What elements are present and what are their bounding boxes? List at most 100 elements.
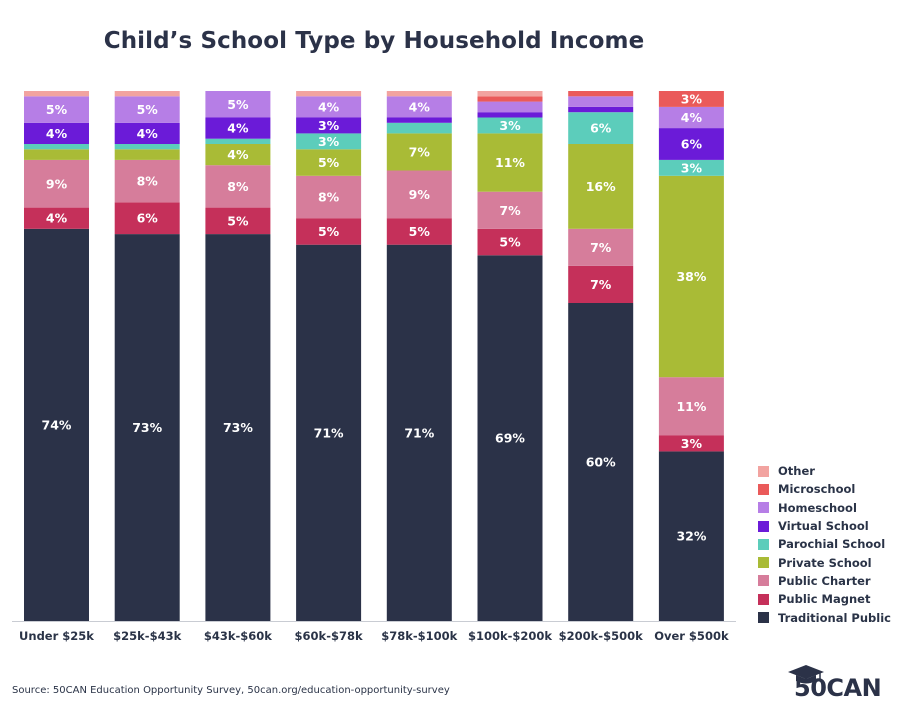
data-label-public-magnet-60k-78k: 5% [318,224,340,239]
data-label-public-magnet-25k-43k: 6% [137,211,159,226]
x-tick-label-60k-78k: $60k-$78k [295,629,363,643]
x-tick-label-200k-500k: $200k-$500k [559,629,643,643]
data-label-homeschool-25k-43k: 5% [137,102,159,117]
data-label-virtual-school-over-500k: 6% [681,137,703,152]
segment-labels-layer: 74% 4% 9% 4% 5% 73% 6% 8% 4% 5% 73% 5% 8% 4% 4% 5% 71% 5%… [42,91,707,543]
data-label-parochial-school-60k-78k: 3% [318,134,340,149]
data-label-private-school-200k-500k: 16% [586,179,616,194]
bar-segment-traditional-public-43k-60k [205,234,271,621]
data-label-private-school-over-500k: 38% [676,269,706,284]
chart-title: Child’s School Type by Household Income [103,28,645,54]
legend-swatch-parochial-school [758,538,769,550]
data-label-traditional-public-43k-60k: 73% [223,420,253,435]
logo-text: 50CAN [794,674,882,702]
bar-segment-private-school-200k-500k [568,144,634,229]
data-label-virtual-school-under-25k: 4% [46,126,68,141]
bar-segment-parochial-school-under-25k [24,144,89,150]
bar-segment-other-60k-78k [296,91,362,97]
bar-segment-virtual-school-60k-78k [296,117,362,134]
legend-swatch-microschool [758,483,769,495]
legend-item-public-magnet: Public Magnet [758,590,898,608]
legend-label-public-magnet: Public Magnet [778,592,871,607]
data-label-traditional-public-78k-100k: 71% [404,425,434,440]
data-label-traditional-public-200k-500k: 60% [586,455,616,470]
bar-segment-traditional-public-200k-500k [568,303,634,621]
bar-segment-public-magnet-200k-500k [568,265,634,303]
legend-item-parochial-school: Parochial School [758,535,898,553]
source-note: Source: 50CAN Education Opportunity Surv… [12,685,450,696]
bar-segment-parochial-school-200k-500k [568,112,634,144]
data-label-traditional-public-over-500k: 32% [676,529,706,544]
data-label-virtual-school-25k-43k: 4% [137,126,159,141]
data-label-parochial-school-over-500k: 3% [681,160,703,175]
data-label-public-magnet-78k-100k: 5% [409,224,431,239]
bar-segment-public-charter-78k-100k [386,170,452,219]
bar-segment-other-25k-43k [114,91,180,97]
data-label-traditional-public-100k-200k: 69% [495,431,525,446]
x-tick-label-over-500k: Over $500k [654,629,729,643]
bar-segment-traditional-public-60k-78k [296,244,362,621]
data-label-public-magnet-100k-200k: 5% [499,235,521,250]
stacked-bar-chart: 74% 4% 9% 4% 5% 73% 6% 8% 4% 5% 73% 5% 8% 4% 4% 5% 71% 5%… [12,91,736,643]
data-label-virtual-school-43k-60k: 4% [227,121,249,136]
bar-segment-public-magnet-25k-43k [114,202,180,235]
bar-segment-private-school-100k-200k [477,133,543,192]
x-tick-label-under-25k: Under $25k [19,629,94,643]
data-label-private-school-60k-78k: 5% [318,155,340,170]
data-label-traditional-public-25k-43k: 73% [132,420,162,435]
data-label-public-charter-under-25k: 9% [46,176,68,191]
bar-segment-public-charter-100k-200k [477,191,543,229]
bar-segment-virtual-school-43k-60k [205,117,271,139]
data-label-parochial-school-100k-200k: 3% [499,118,521,133]
bar-segment-public-magnet-78k-100k [386,218,452,245]
x-axis: Under $25k $25k-$43k $43k-$60k $60k-$78k $78… [12,621,736,643]
legend-swatch-public-magnet [758,593,769,605]
legend-swatch-virtual-school [758,520,769,532]
bar-segment-public-charter-over-500k [658,377,724,436]
x-tick-label-100k-200k: $100k-$200k [468,629,552,643]
bar-segment-traditional-public-100k-200k [477,255,543,622]
bar-segment-other-78k-100k [386,91,452,97]
legend-swatch-traditional-public [758,612,769,624]
data-label-public-magnet-under-25k: 4% [46,211,68,226]
bar-segment-virtual-school-100k-200k [477,112,543,118]
bar-segment-other-100k-200k [477,91,543,97]
legend-label-homeschool: Homeschool [778,500,857,515]
data-label-parochial-school-200k-500k: 6% [590,121,612,136]
bars-layer [24,91,724,622]
legend-item-microschool: Microschool [758,480,898,498]
data-label-traditional-public-60k-78k: 71% [314,425,344,440]
data-label-public-charter-43k-60k: 8% [227,179,249,194]
legend-label-virtual-school: Virtual School [778,519,869,534]
bar-segment-virtual-school-200k-500k [568,106,634,113]
bar-segment-parochial-school-78k-100k [386,122,452,134]
bar-segment-parochial-school-100k-200k [477,117,543,134]
bar-segment-homeschool-under-25k [24,96,89,123]
legend-label-microschool: Microschool [778,482,856,497]
legend-item-traditional-public: Traditional Public [758,608,898,626]
data-label-virtual-school-60k-78k: 3% [318,118,340,133]
bar-segment-parochial-school-60k-78k [296,133,362,150]
data-label-homeschool-under-25k: 5% [46,102,68,117]
bar-segment-microschool-100k-200k [477,96,543,102]
data-label-homeschool-43k-60k: 5% [227,97,249,112]
bar-segment-parochial-school-over-500k [658,159,724,176]
legend-label-parochial-school: Parochial School [778,537,886,552]
bar-segment-private-school-under-25k [24,149,89,160]
bar-segment-traditional-public-under-25k [24,228,89,622]
bar-segment-virtual-school-over-500k [658,128,724,160]
legend-swatch-homeschool [758,502,769,514]
logo: 50CAN [786,664,886,708]
legend-label-traditional-public: Traditional Public [778,610,891,625]
bar-segment-other-under-25k [24,91,89,97]
bar-segment-public-charter-under-25k [24,159,89,208]
bar-segment-public-magnet-60k-78k [296,218,362,245]
legend-item-public-charter: Public Charter [758,572,898,590]
data-label-private-school-100k-200k: 11% [495,155,525,170]
bar-segment-virtual-school-78k-100k [386,117,452,123]
data-label-public-charter-200k-500k: 7% [590,240,612,255]
legend: Other Microschool Homeschool Virtual School… [758,462,898,627]
legend-item-other: Other [758,462,898,480]
legend-swatch-public-charter [758,575,769,587]
bar-segment-private-school-over-500k [658,175,724,378]
